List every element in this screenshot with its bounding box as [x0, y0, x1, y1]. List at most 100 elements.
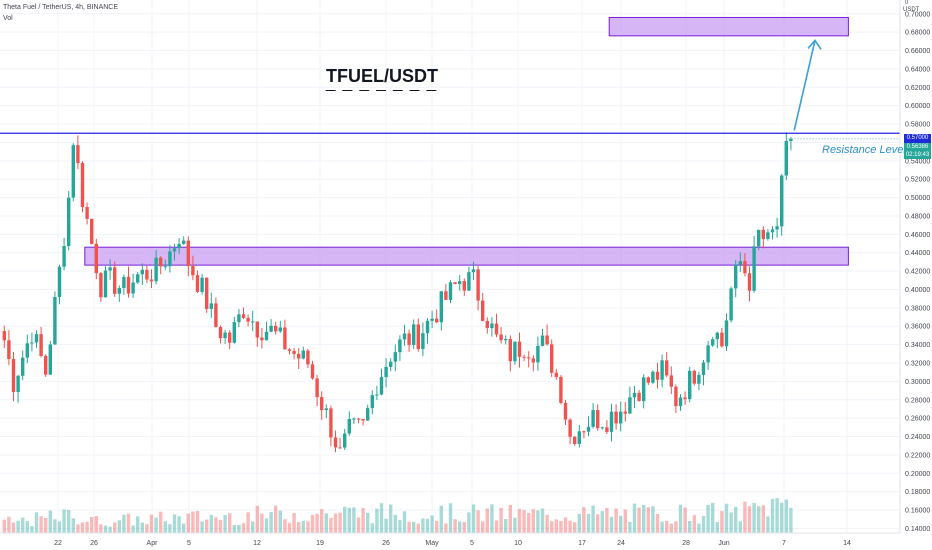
candle-body [177, 243, 181, 249]
candle-body [117, 287, 121, 294]
candle-body [39, 334, 43, 356]
time-tick-label: 19 [316, 540, 324, 547]
candle-body [333, 437, 338, 448]
volume-bar [706, 504, 710, 533]
volume-bar [494, 520, 499, 533]
candle-body [90, 218, 94, 244]
candle-body [669, 375, 673, 387]
candle-body [614, 411, 618, 424]
volume-bar [301, 520, 305, 533]
volume-bar [384, 518, 388, 533]
candle-body [761, 229, 765, 239]
candle-body [573, 436, 577, 444]
projection-arrow-head [807, 39, 822, 50]
volume-bar [522, 509, 526, 533]
axis-top-label: 0 [905, 0, 909, 6]
candle-body [623, 411, 627, 414]
candle-body [504, 339, 508, 341]
volume-bar [154, 517, 158, 533]
candle-body [632, 392, 637, 398]
volume-bar [379, 503, 384, 533]
candle-body [421, 333, 425, 350]
volume-bar [711, 502, 715, 533]
volume-bar [402, 511, 407, 533]
volume-bar [375, 508, 379, 533]
candlestick-series [2, 132, 793, 453]
time-tick-label: 5 [187, 540, 191, 547]
volume-bar [30, 526, 34, 533]
volume-bar [444, 523, 448, 533]
volume-bar [471, 504, 476, 533]
volume-bar [701, 515, 706, 533]
chart-overlays [0, 39, 900, 140]
candle-body [747, 273, 752, 291]
volume-bar [48, 510, 52, 533]
volume-bar [720, 511, 724, 533]
time-tick-label: 14 [843, 540, 851, 547]
candle-body [600, 427, 604, 429]
candle-body [16, 375, 20, 392]
price-tick-label: 0.68000 [905, 30, 930, 37]
candle-body [416, 324, 420, 350]
volume-bar [67, 510, 71, 533]
candle-body [734, 264, 738, 289]
candle-body [168, 251, 172, 267]
candle-body [439, 291, 443, 323]
candle-body [425, 320, 430, 334]
candle-body [232, 322, 236, 343]
axis-currency-label: USDT [903, 7, 920, 13]
candle-body [407, 333, 411, 345]
volume-bar [554, 519, 558, 533]
price-tick-label: 0.26000 [905, 416, 930, 423]
volume-bar [476, 510, 480, 533]
volume-bar [44, 518, 48, 533]
volume-bar [393, 514, 397, 533]
candle-body [545, 335, 549, 345]
price-tick-label: 0.70000 [905, 11, 930, 18]
volume-bar [421, 518, 425, 533]
volume-bar [2, 519, 6, 533]
candle-body [384, 366, 388, 378]
candle-body [458, 281, 462, 284]
candle-body [508, 339, 512, 362]
candle-body [85, 207, 89, 219]
time-tick-label: Apr [147, 540, 159, 547]
candle-body [743, 261, 747, 274]
price-tick-label: 0.40000 [905, 287, 930, 294]
volume-bar [458, 521, 462, 533]
candle-body [471, 269, 476, 273]
volume-bar [352, 507, 356, 533]
candle-body [688, 370, 692, 400]
volume-bar [586, 513, 591, 533]
candle-body [2, 331, 6, 341]
candle-body [140, 269, 144, 275]
candle-body [513, 341, 517, 362]
volume-bar [306, 521, 310, 533]
time-tick-label: Jun [718, 540, 729, 547]
candle-body [706, 345, 710, 363]
candle-body [338, 447, 342, 449]
candle-body [324, 408, 328, 411]
price-tick-label: 0.20000 [905, 471, 930, 478]
volume-bar [310, 514, 315, 533]
volume-bar [34, 512, 39, 533]
candle-body [462, 281, 466, 291]
time-tick-label: 12 [253, 540, 261, 547]
volume-bar [172, 514, 177, 533]
price-tick-label: 0.32000 [905, 360, 930, 367]
candle-body [522, 356, 526, 358]
resistance-level-label: Resistance Level [822, 144, 906, 156]
candle-body [53, 297, 57, 345]
candle-body [628, 397, 632, 414]
volume-bar [168, 524, 172, 533]
price-tick-label: 0.62000 [905, 85, 930, 92]
volume-bar [228, 513, 232, 533]
volume-bar [678, 504, 683, 533]
time-tick-label: May [425, 540, 439, 547]
time-tick-label: 17 [578, 540, 586, 547]
candle-body [315, 378, 319, 398]
candle-body [738, 261, 742, 265]
price-tick-label: 0.48000 [905, 213, 930, 220]
candle-body [674, 386, 678, 407]
